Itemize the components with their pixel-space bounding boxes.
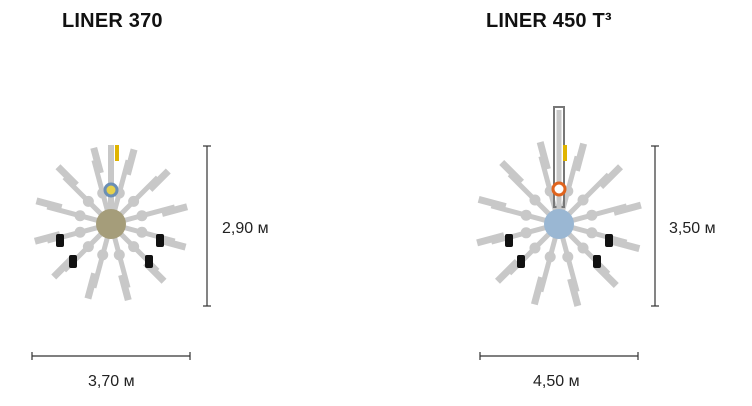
hitch-ring <box>553 183 565 195</box>
arm-joint <box>578 194 589 205</box>
rotor-hub <box>96 209 126 239</box>
wheel-left-rear <box>517 255 525 268</box>
arm-joint <box>586 210 597 221</box>
arm-joint <box>545 251 556 262</box>
arm-joint <box>136 210 147 221</box>
wheel-left-rear <box>69 255 77 268</box>
tine <box>576 144 583 171</box>
marker-flag <box>563 145 567 161</box>
marker-flag <box>115 145 119 161</box>
wheel-left-front <box>56 234 64 247</box>
tine <box>127 149 134 174</box>
wheel-right-front <box>156 234 164 247</box>
tine <box>160 240 185 247</box>
arm-joint <box>529 243 540 254</box>
wheel-right-rear <box>145 255 153 268</box>
width-dimension-liner-450 <box>480 352 638 360</box>
arm-joint <box>586 227 597 238</box>
arm-joint <box>521 210 532 221</box>
arm-joint <box>562 251 573 262</box>
tine <box>612 241 639 248</box>
tine <box>88 273 95 298</box>
height-dimension-liner-370 <box>203 146 211 306</box>
height-dimension-liner-450 <box>651 146 659 306</box>
width-dimension-liner-370 <box>32 352 190 360</box>
arm-joint <box>521 227 532 238</box>
arm-joint <box>578 243 589 254</box>
arm-joint <box>529 194 540 205</box>
arm-joint <box>128 241 139 252</box>
arm-joint <box>83 241 94 252</box>
wheel-right-rear <box>593 255 601 268</box>
liner-450-diagram <box>477 107 641 306</box>
arm-joint <box>128 196 139 207</box>
arm-joint <box>97 249 108 260</box>
wheel-left-front <box>505 234 513 247</box>
hitch-ring <box>105 184 117 196</box>
arm-joint <box>75 210 86 221</box>
arm-joint <box>114 249 125 260</box>
arm-joint <box>75 227 86 238</box>
tine <box>36 201 61 208</box>
tine <box>479 199 506 206</box>
liner-370-diagram <box>35 145 187 300</box>
rotor-hub <box>544 209 574 239</box>
wheel-right-front <box>605 234 613 247</box>
arm-joint <box>83 196 94 207</box>
tine <box>534 277 541 304</box>
arm-joint <box>136 227 147 238</box>
